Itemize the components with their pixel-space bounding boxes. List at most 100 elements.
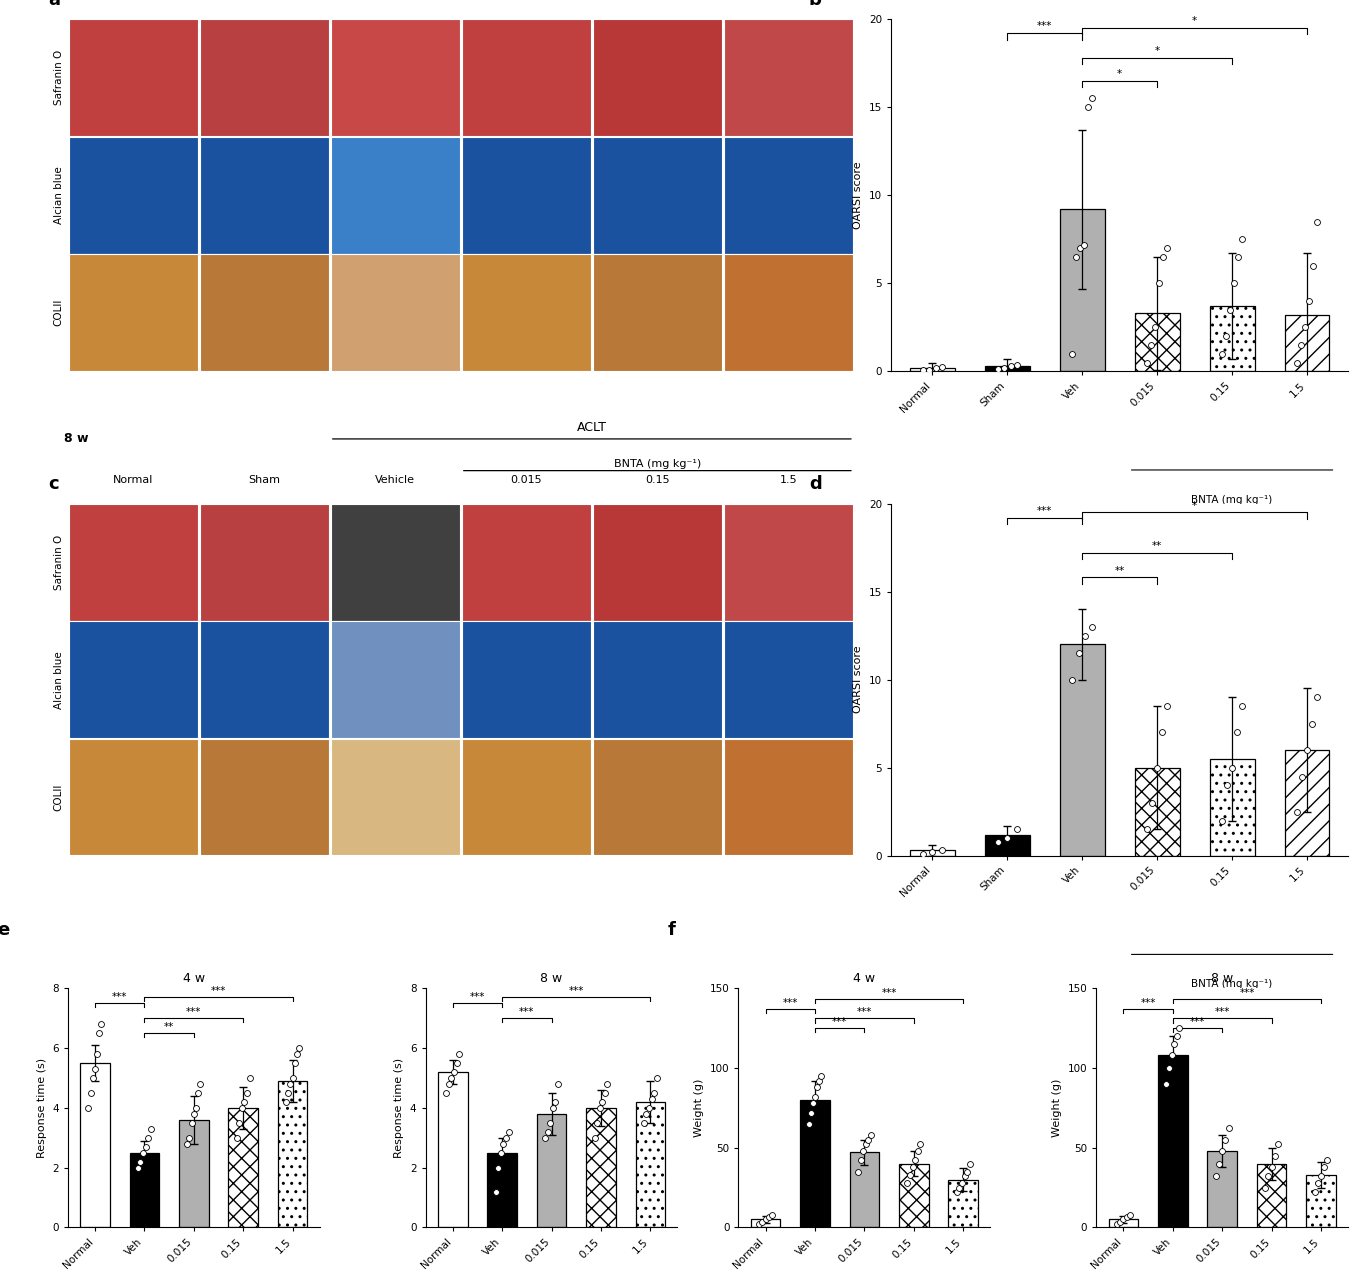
Point (443, 1062, 465, 1082)
Point (1304, 1182, 1325, 1202)
Text: f: f (668, 921, 676, 939)
Text: 0.15: 0.15 (645, 474, 669, 485)
Point (537, 1122, 558, 1142)
Point (1205, 1166, 1226, 1187)
Point (1301, 714, 1322, 734)
Text: a: a (47, 0, 60, 9)
Text: COLII: COLII (54, 299, 64, 327)
Point (1152, 722, 1173, 743)
Bar (801, 1100, 829, 1227)
Point (236, 1082, 257, 1103)
Text: 0.015: 0.015 (511, 474, 542, 485)
Point (1226, 722, 1248, 743)
Bar (331, 504, 461, 621)
Point (1062, 343, 1084, 364)
Bar (948, 1179, 978, 1227)
Text: ***: *** (1214, 1007, 1230, 1018)
Point (1286, 352, 1308, 373)
Title: 4 w: 4 w (854, 972, 875, 986)
Point (986, 359, 1008, 379)
Bar (911, 851, 955, 856)
Point (799, 1103, 821, 1123)
Text: ACLT: ACLT (1220, 1018, 1245, 1028)
Point (1218, 1118, 1240, 1138)
Bar (462, 739, 591, 856)
Point (133, 1142, 154, 1163)
Point (1110, 1212, 1131, 1233)
Bar (592, 137, 722, 253)
Point (190, 1074, 211, 1094)
Text: ***: *** (112, 992, 127, 1002)
Point (633, 1113, 654, 1133)
Point (1068, 644, 1089, 664)
Bar (331, 739, 461, 856)
Point (440, 1067, 462, 1088)
Point (186, 1098, 207, 1118)
Point (906, 1141, 928, 1161)
Point (1007, 355, 1028, 375)
Point (809, 1070, 831, 1090)
Bar (592, 254, 722, 371)
Point (755, 1210, 776, 1230)
Bar (69, 621, 198, 738)
Point (798, 1113, 820, 1133)
Bar (724, 254, 854, 371)
Point (855, 1135, 877, 1155)
Point (587, 1113, 608, 1133)
Point (187, 1082, 209, 1103)
Text: 8 w: 8 w (64, 431, 88, 445)
Point (286, 1043, 308, 1063)
Bar (228, 1108, 257, 1227)
Point (1230, 229, 1252, 249)
Y-axis label: OARSI score: OARSI score (854, 162, 863, 229)
Bar (592, 621, 722, 738)
Bar (1257, 1164, 1286, 1227)
Title: 8 w: 8 w (541, 972, 562, 986)
Title: 4 w: 4 w (183, 972, 205, 986)
Point (1073, 234, 1095, 254)
Text: ***: *** (1037, 506, 1053, 516)
Bar (724, 137, 854, 253)
Text: ***: *** (1141, 997, 1156, 1007)
Bar (130, 1152, 159, 1227)
Point (1211, 1141, 1233, 1161)
Point (179, 1127, 201, 1147)
Point (757, 1207, 779, 1227)
Point (1077, 97, 1099, 117)
Point (279, 1074, 301, 1094)
Point (946, 1182, 967, 1202)
Point (230, 1098, 252, 1118)
Point (539, 1113, 561, 1133)
Point (1159, 1057, 1180, 1077)
Point (1156, 696, 1177, 716)
Point (289, 1038, 310, 1058)
Text: *: * (1154, 46, 1160, 56)
Point (1115, 1207, 1137, 1227)
Point (1211, 810, 1233, 831)
Point (1267, 1135, 1289, 1155)
Text: **: ** (1152, 541, 1163, 551)
Point (1106, 1213, 1127, 1234)
Bar (199, 504, 329, 621)
Point (1220, 299, 1241, 319)
Point (493, 1133, 515, 1154)
Bar (199, 254, 329, 371)
Point (1007, 819, 1028, 840)
Point (1255, 1178, 1276, 1198)
Point (954, 1166, 976, 1187)
Text: ***: *** (186, 1006, 202, 1016)
Point (931, 356, 953, 377)
Point (1211, 343, 1233, 364)
Bar (331, 137, 461, 253)
Point (137, 1127, 159, 1147)
Point (1286, 801, 1308, 822)
Bar (724, 504, 854, 621)
Point (1165, 1025, 1187, 1046)
Text: Safranin O: Safranin O (54, 534, 64, 590)
Point (858, 1130, 879, 1150)
Point (226, 1127, 248, 1147)
Point (596, 1074, 618, 1094)
Bar (69, 254, 198, 371)
Point (1264, 1146, 1286, 1166)
Point (584, 1127, 606, 1147)
